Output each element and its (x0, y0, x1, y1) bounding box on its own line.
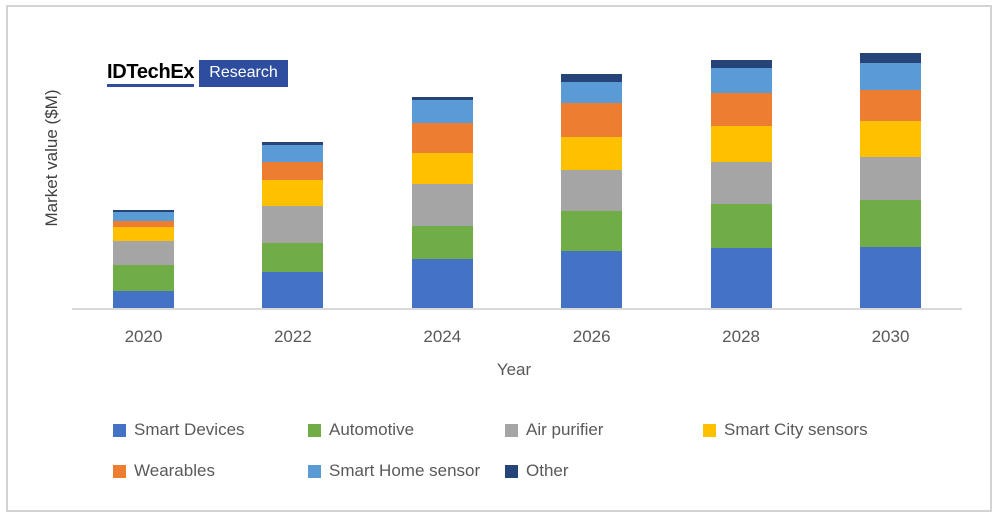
bar-segment-automotive (411, 226, 473, 259)
legend-label-smart-devices: Smart Devices (134, 420, 245, 439)
bar-segment-smart-devices (710, 248, 772, 308)
bar-segment-smart-devices (411, 259, 473, 308)
bar-segment-smart-home-sensor (262, 145, 324, 162)
bar-segment-smart-home-sensor (411, 100, 473, 123)
x-axis-line (72, 308, 962, 310)
bar-segment-smart-home-sensor (860, 63, 921, 90)
logo-brand-text: IDTechEx (107, 61, 195, 87)
bar-segment-other (411, 97, 473, 100)
bar-segment-wearables (860, 90, 921, 121)
bar-segment-smart-devices (860, 247, 921, 308)
bar-segment-other (860, 53, 921, 63)
bar-segment-automotive (710, 204, 772, 248)
bar-segment-wearables (113, 221, 174, 227)
legend-marker-smart-devices (113, 423, 126, 437)
bar-segment-air-purifier (710, 162, 772, 204)
bar-segment-smart-city-sensors (411, 153, 473, 184)
legend: Smart Devices Automotive Air purifier Smart… (113, 420, 984, 480)
y-axis-title: Market value ($M) (42, 89, 61, 227)
legend-marker-air-purifier (505, 423, 518, 437)
legend-item-smart-city-sensors: Smart City sensors (703, 420, 984, 439)
legend-label-automotive: Automotive (329, 420, 415, 439)
x-tick-label-2022: 2022 (273, 327, 312, 346)
bar-segment-other (113, 210, 174, 212)
bar-segment-other (561, 74, 623, 82)
legend-item-air-purifier: Air purifier (505, 420, 703, 439)
bar-segment-wearables (411, 123, 473, 153)
legend-marker-other (505, 464, 518, 478)
x-tick-label-2024: 2024 (423, 327, 462, 346)
bar-segment-smart-home-sensor (113, 212, 174, 221)
bar-2024 (411, 97, 473, 308)
legend-item-wearables: Wearables (113, 461, 308, 480)
bar-2030 (860, 53, 921, 308)
legend-label-wearables: Wearables (134, 461, 215, 480)
legend-marker-automotive (308, 423, 321, 437)
bar-segment-smart-city-sensors (113, 227, 174, 241)
legend-label-smart-city-sensors: Smart City sensors (724, 420, 868, 439)
legend-label-air-purifier: Air purifier (526, 420, 604, 439)
bar-segment-air-purifier (262, 206, 324, 243)
bar-2026 (561, 74, 623, 308)
bar-segment-smart-city-sensors (860, 121, 921, 157)
bar-segment-wearables (561, 103, 623, 137)
legend-marker-smart-home-sensor (308, 464, 321, 478)
legend-label-smart-home-sensor: Smart Home sensor (329, 461, 481, 480)
legend-item-smart-home-sensor: Smart Home sensor (308, 461, 505, 480)
bar-segment-smart-devices (262, 272, 324, 308)
bar-segment-automotive (262, 243, 324, 272)
bar-2020 (113, 210, 174, 308)
bar-segment-air-purifier (561, 170, 623, 211)
legend-marker-wearables (113, 464, 126, 478)
x-tick-label-2026: 2026 (572, 327, 611, 346)
x-tick-label-2020: 2020 (124, 327, 163, 346)
bar-segment-smart-city-sensors (262, 180, 324, 206)
bar-segment-automotive (860, 200, 921, 247)
x-axis-title: Year (496, 360, 532, 379)
legend-label-other: Other (526, 461, 569, 480)
bar-2028 (710, 60, 772, 308)
idtechex-logo: IDTechEx Research (107, 60, 288, 87)
legend-item-automotive: Automotive (308, 420, 505, 439)
bar-segment-smart-city-sensors (710, 126, 772, 162)
x-tick-label-2030: 2030 (871, 327, 910, 346)
bar-segment-wearables (262, 162, 324, 180)
legend-marker-smart-city-sensors (703, 423, 716, 437)
bar-segment-automotive (113, 265, 174, 291)
bar-segment-other (262, 142, 324, 145)
bar-segment-automotive (561, 211, 623, 251)
bar-segment-other (710, 60, 772, 68)
logo-research-badge: Research (199, 60, 288, 87)
bar-segment-air-purifier (860, 157, 921, 200)
bar-segment-air-purifier (411, 184, 473, 226)
bar-segment-smart-home-sensor (710, 68, 772, 93)
bar-segment-smart-devices (561, 251, 623, 308)
x-tick-label-2028: 2028 (722, 327, 760, 346)
bar-segment-air-purifier (113, 241, 174, 265)
bar-segment-smart-city-sensors (561, 137, 623, 170)
bar-segment-smart-home-sensor (561, 82, 623, 103)
legend-item-smart-devices: Smart Devices (113, 420, 308, 439)
legend-item-other: Other (505, 461, 703, 480)
bar-segment-wearables (710, 93, 772, 126)
bar-2022 (262, 142, 324, 308)
bar-segment-smart-devices (113, 291, 174, 308)
